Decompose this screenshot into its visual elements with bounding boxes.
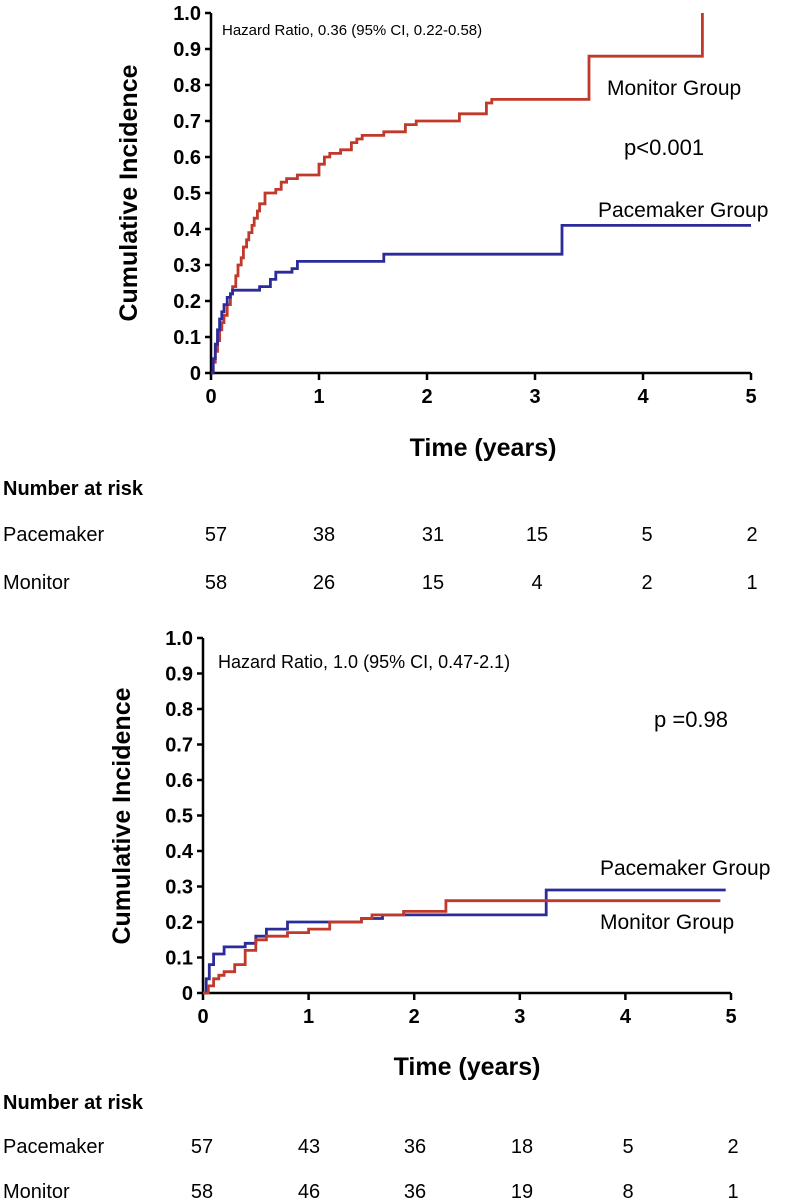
- risk-value: 46: [298, 1181, 320, 1200]
- hazard-ratio-label: Hazard Ratio, 0.36 (95% CI, 0.22-0.58): [222, 22, 482, 39]
- risk-value: 15: [526, 524, 548, 546]
- y-tick-label: 0.9: [173, 39, 201, 61]
- plot-area: 0 0.1 0.2 0.3 0.4 0.5 0.6 0.7 0.8 0.9 1.0 0 1 2 3 4 5: [173, 3, 756, 408]
- risk-table-top: Number at risk Pacemaker Monitor 57 38 3…: [3, 478, 758, 594]
- y-tick-label: 1.0: [165, 628, 193, 650]
- risk-value: 58: [205, 572, 227, 594]
- risk-value: 38: [313, 524, 335, 546]
- y-tick-label: 0: [190, 363, 201, 385]
- series-label-pacemaker: Pacemaker Group: [598, 199, 768, 222]
- x-tick-label: 4: [637, 386, 649, 408]
- y-tick-label: 0.2: [173, 291, 201, 313]
- chart-bottom: Cumulative Incidence Time (years) Hazard…: [108, 628, 770, 1081]
- y-tick-label: 0.7: [165, 735, 193, 757]
- y-tick-label: 0.4: [173, 219, 202, 241]
- x-tick-label: 5: [725, 1006, 736, 1028]
- p-value-label: p<0.001: [624, 135, 704, 160]
- risk-row-values-pacemaker: 57 43 36 18 5 2: [191, 1136, 739, 1158]
- risk-value: 36: [404, 1136, 426, 1158]
- risk-row-label-monitor: Monitor: [3, 1181, 70, 1200]
- y-tick-label: 0.3: [173, 255, 201, 277]
- series-label-monitor: Monitor Group: [600, 911, 734, 934]
- y-tick-label: 0.1: [165, 948, 193, 970]
- risk-value: 26: [313, 572, 335, 594]
- risk-row-values-pacemaker: 57 38 31 15 5 2: [205, 524, 758, 546]
- p-value-label: p =0.98: [654, 707, 728, 732]
- risk-value: 4: [531, 572, 542, 594]
- x-tick-label: 0: [197, 1006, 208, 1028]
- y-tick-label: 0.6: [173, 147, 201, 169]
- y-tick-label: 0: [182, 983, 193, 1005]
- y-axis-title: Cumulative Incidence: [108, 687, 136, 944]
- risk-value: 36: [404, 1181, 426, 1200]
- risk-value: 18: [511, 1136, 533, 1158]
- risk-row-label-monitor: Monitor: [3, 572, 70, 594]
- risk-value: 1: [746, 572, 757, 594]
- series-label-pacemaker: Pacemaker Group: [600, 857, 770, 880]
- risk-value: 1: [727, 1181, 738, 1200]
- y-tick-label: 0.6: [165, 770, 193, 792]
- y-tick-label: 0.4: [165, 841, 194, 863]
- risk-value: 57: [205, 524, 227, 546]
- risk-table-bottom: Number at risk Pacemaker Monitor 57 43 3…: [3, 1092, 739, 1200]
- y-tick-label: 0.5: [165, 806, 193, 828]
- chart-top: Cumulative Incidence Time (years) Hazard…: [115, 3, 768, 462]
- series-line-monitor-group: [203, 899, 721, 995]
- series-line-pacemaker-group: [203, 888, 726, 995]
- y-tick-label: 0.5: [173, 183, 201, 205]
- x-tick-label: 4: [620, 1006, 632, 1028]
- risk-value: 19: [511, 1181, 533, 1200]
- risk-value: 57: [191, 1136, 213, 1158]
- risk-row-values-monitor: 58 46 36 19 8 1: [191, 1181, 739, 1200]
- risk-value: 2: [746, 524, 757, 546]
- plot-area: 0 0.1 0.2 0.3 0.4 0.5 0.6 0.7 0.8 0.9 1.0 0 1 2 3 4 5: [165, 628, 736, 1028]
- series-label-monitor: Monitor Group: [607, 77, 741, 100]
- y-tick-label: 0.1: [173, 327, 201, 349]
- risk-value: 43: [298, 1136, 320, 1158]
- x-tick-label: 3: [529, 386, 540, 408]
- y-tick-label: 0.2: [165, 912, 193, 934]
- risk-value: 5: [622, 1136, 633, 1158]
- risk-value: 2: [727, 1136, 738, 1158]
- x-tick-label: 5: [745, 386, 756, 408]
- x-tick-label: 3: [514, 1006, 525, 1028]
- hazard-ratio-label: Hazard Ratio, 1.0 (95% CI, 0.47-2.1): [218, 652, 510, 672]
- x-tick-label: 0: [205, 386, 216, 408]
- x-axis-title: Time (years): [410, 434, 557, 462]
- risk-row-label-pacemaker: Pacemaker: [3, 524, 104, 546]
- y-axis-title: Cumulative Incidence: [115, 64, 143, 321]
- x-tick-label: 1: [313, 386, 324, 408]
- y-tick-label: 1.0: [173, 3, 201, 25]
- x-axis-title: Time (years): [394, 1053, 541, 1081]
- risk-row-values-monitor: 58 26 15 4 2 1: [205, 572, 758, 594]
- x-tick-label: 1: [303, 1006, 314, 1028]
- x-tick-label: 2: [421, 386, 432, 408]
- risk-value: 31: [422, 524, 444, 546]
- series-line-pacemaker-group: [211, 224, 751, 375]
- x-tick-label: 2: [409, 1006, 420, 1028]
- series-line-monitor-group: [211, 13, 704, 375]
- y-tick-label: 0.8: [173, 75, 201, 97]
- y-tick-label: 0.3: [165, 877, 193, 899]
- risk-value: 2: [641, 572, 652, 594]
- risk-value: 5: [641, 524, 652, 546]
- y-tick-label: 0.8: [165, 699, 193, 721]
- risk-value: 8: [622, 1181, 633, 1200]
- risk-table-title: Number at risk: [3, 1092, 144, 1114]
- risk-table-title: Number at risk: [3, 478, 144, 500]
- y-tick-label: 0.7: [173, 111, 201, 133]
- risk-row-label-pacemaker: Pacemaker: [3, 1136, 104, 1158]
- risk-value: 15: [422, 572, 444, 594]
- risk-value: 58: [191, 1181, 213, 1200]
- y-tick-label: 0.9: [165, 664, 193, 686]
